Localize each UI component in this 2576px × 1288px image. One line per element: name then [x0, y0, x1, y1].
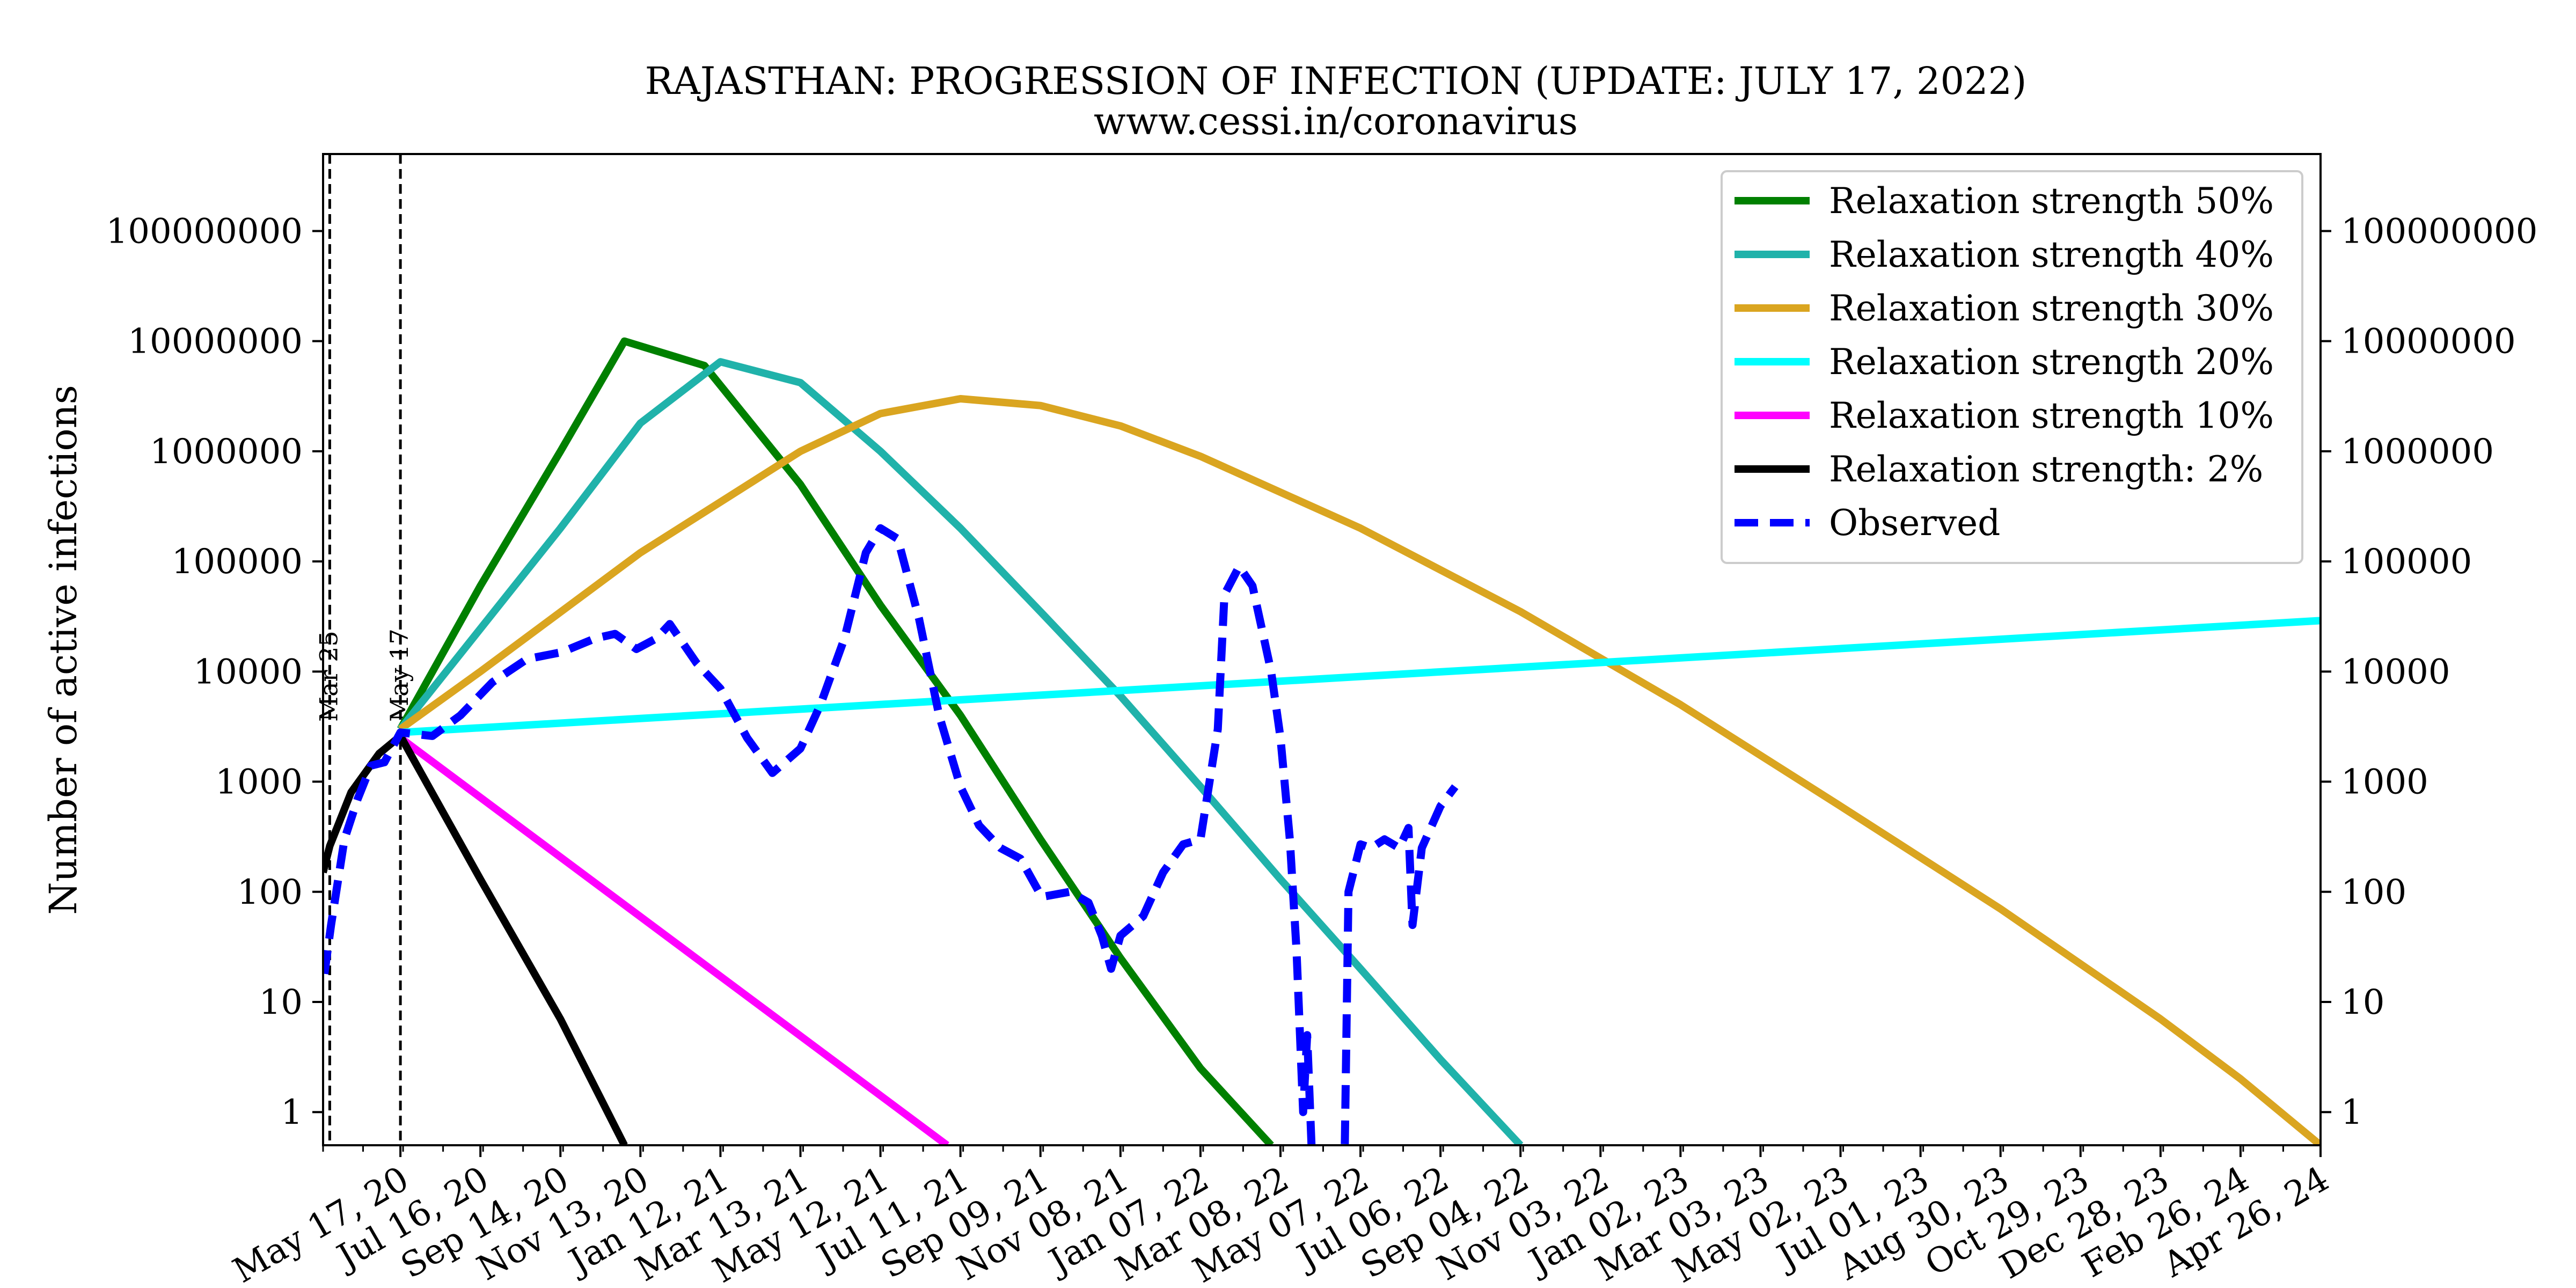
y-tick-label-right: 1000000 — [2341, 432, 2494, 472]
y-tick-label-left: 100 — [237, 873, 303, 912]
y-tick-label-right: 10000000 — [2341, 322, 2516, 362]
y-tick-label-left: 100000000 — [106, 211, 303, 251]
legend-box — [1721, 170, 2303, 564]
plot-frame — [322, 153, 2322, 1146]
legend-label: Relaxation strength 10% — [1829, 395, 2274, 436]
y-tick-label-left: 100000 — [172, 542, 303, 582]
y-tick-label-left: 1 — [281, 1093, 303, 1132]
y-tick-label-right: 1000 — [2341, 763, 2428, 802]
series-line-4 — [400, 617, 2321, 736]
legend: Relaxation strength 50% Relaxation streng… — [1721, 170, 2303, 564]
y-tick-label-right: 10000 — [2341, 652, 2450, 692]
y-tick-label-left: 10000000 — [128, 322, 303, 362]
y-tick-label-right: 1 — [2341, 1093, 2363, 1132]
series-line-7 — [323, 524, 1459, 1145]
legend-label: Relaxation strength 20% — [1829, 341, 2274, 383]
series-line-6 — [323, 732, 628, 1145]
legend-label: Relaxation strength: 2% — [1829, 449, 2263, 490]
chart-title: RAJASTHAN: PROGRESSION OF INFECTION (UPD… — [645, 59, 2027, 103]
y-tick-label-left: 1000 — [215, 763, 303, 802]
legend-label: Relaxation strength 30% — [1829, 288, 2274, 329]
y-tick-label-left: 10000 — [193, 652, 303, 692]
legend-label: Relaxation strength 40% — [1829, 234, 2274, 275]
y-axis-label: Number of active infections — [41, 385, 85, 914]
y-tick-label-left: 10 — [259, 983, 303, 1022]
series-lines — [323, 337, 2321, 1145]
series-line-5 — [398, 735, 949, 1145]
series-line-3 — [398, 395, 2321, 1145]
legend-label: Relaxation strength 50% — [1829, 180, 2274, 222]
y-tick-label-right: 10 — [2341, 983, 2384, 1022]
y-tick-label-left: 1000000 — [150, 432, 303, 472]
y-tick-label-right: 100000000 — [2341, 211, 2537, 251]
plot-area: Mar 25 May 17 — [314, 154, 2321, 1145]
chart-subtitle: www.cessi.in/coronavirus — [1094, 99, 1578, 143]
legend-label: Observed — [1829, 502, 2000, 544]
y-tick-label-right: 100000 — [2341, 542, 2472, 582]
series-line-1 — [397, 337, 1274, 1145]
y-tick-label-right: 100 — [2341, 873, 2406, 912]
reference-line-label: Mar 25 — [314, 631, 343, 722]
